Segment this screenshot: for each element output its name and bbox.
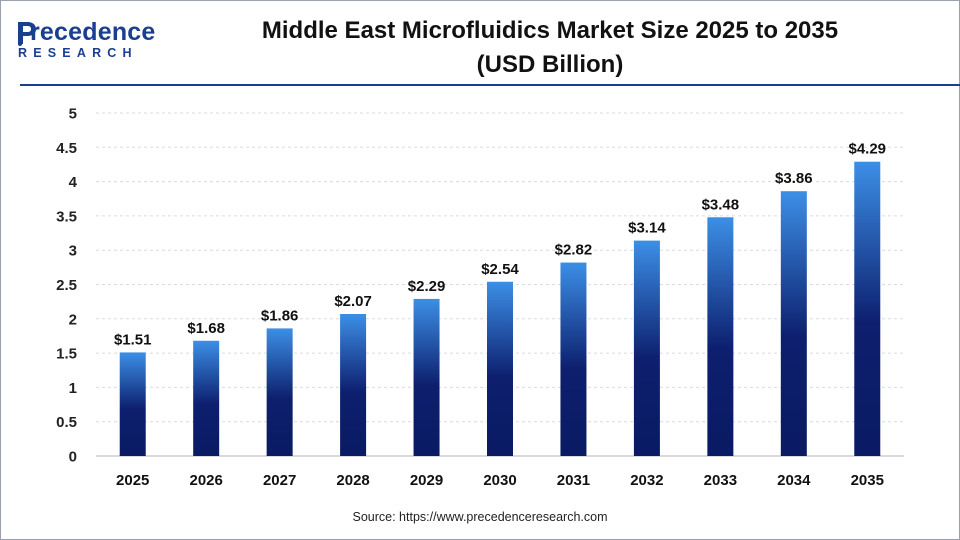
logo-p-icon	[18, 22, 36, 46]
y-tick-label: 1	[69, 380, 77, 397]
bar	[266, 328, 293, 456]
chart-title: Middle East Microfluidics Market Size 20…	[200, 14, 900, 82]
data-label: $1.86	[261, 307, 299, 324]
y-tick-label: 4.5	[56, 140, 77, 157]
data-label: $3.48	[702, 196, 740, 213]
grid-lines	[96, 112, 904, 457]
y-axis-tick-labels: 0 0.5 1 1.5 2 2.5 3 3.5 4 4.5 5	[56, 106, 78, 466]
source-note: Source: https://www.precedenceresearch.c…	[352, 510, 608, 524]
x-tick-label: 2028	[336, 472, 369, 489]
bar	[633, 240, 660, 456]
precedence-research-logo: recedence RESEARCH	[16, 18, 166, 64]
data-label: $3.86	[775, 170, 813, 187]
x-tick-label: 2030	[483, 472, 516, 489]
x-axis-tick-labels: 2025 2026 2027 2028 2029 2030 2031 2032 2033 2034…	[116, 472, 884, 489]
bar	[707, 217, 734, 456]
y-tick-label: 2	[69, 311, 77, 328]
bar	[780, 191, 807, 456]
data-label: $1.68	[187, 320, 225, 337]
data-label: $2.29	[408, 278, 446, 295]
bar	[854, 161, 881, 456]
header: recedence RESEARCH Middle East Microflui…	[0, 0, 960, 86]
x-tick-label: 2031	[557, 472, 590, 489]
data-label: $2.82	[555, 242, 593, 259]
data-label: $2.54	[481, 261, 519, 278]
bar	[487, 281, 513, 456]
y-tick-label: 1.5	[56, 346, 77, 363]
chart-title-line1: Middle East Microfluidics Market Size 20…	[261, 17, 839, 44]
bar	[413, 298, 440, 456]
x-tick-label: 2025	[116, 472, 149, 489]
bars	[119, 161, 881, 456]
bar	[340, 313, 367, 456]
x-tick-label: 2033	[704, 472, 737, 489]
x-tick-label: 2035	[851, 472, 884, 489]
x-tick-label: 2029	[410, 472, 443, 489]
bar-chart: 0 0.5 1 1.5 2 2.5 3 3.5 4 4.5 5 $1.51 $1.68 $1.86 $2.…	[56, 106, 904, 489]
y-tick-label: 3.5	[56, 208, 77, 225]
y-tick-label: 0	[69, 449, 77, 466]
header-divider	[20, 84, 960, 86]
data-label: $2.07	[334, 293, 372, 310]
x-tick-label: 2026	[189, 472, 222, 489]
bar	[119, 352, 146, 456]
y-tick-label: 4	[69, 174, 78, 191]
chart-title-line2: (USD Billion)	[476, 51, 624, 78]
data-label: $1.51	[114, 331, 152, 348]
logo-wordmark: recedence	[30, 18, 156, 46]
y-tick-label: 2.5	[56, 277, 77, 294]
data-label: $3.14	[628, 220, 666, 237]
y-tick-label: 3	[69, 243, 77, 260]
y-tick-label: 5	[69, 106, 77, 123]
bar	[193, 340, 220, 456]
x-tick-label: 2034	[777, 472, 811, 489]
bar	[560, 262, 587, 456]
data-labels: $1.51 $1.68 $1.86 $2.07 $2.29 $2.54 $2.82 $3.14…	[114, 141, 886, 349]
x-tick-label: 2032	[630, 472, 663, 489]
logo-subtitle: RESEARCH	[18, 46, 138, 60]
x-tick-label: 2027	[263, 472, 296, 489]
y-tick-label: 0.5	[56, 414, 77, 431]
data-label: $4.29	[848, 141, 886, 158]
